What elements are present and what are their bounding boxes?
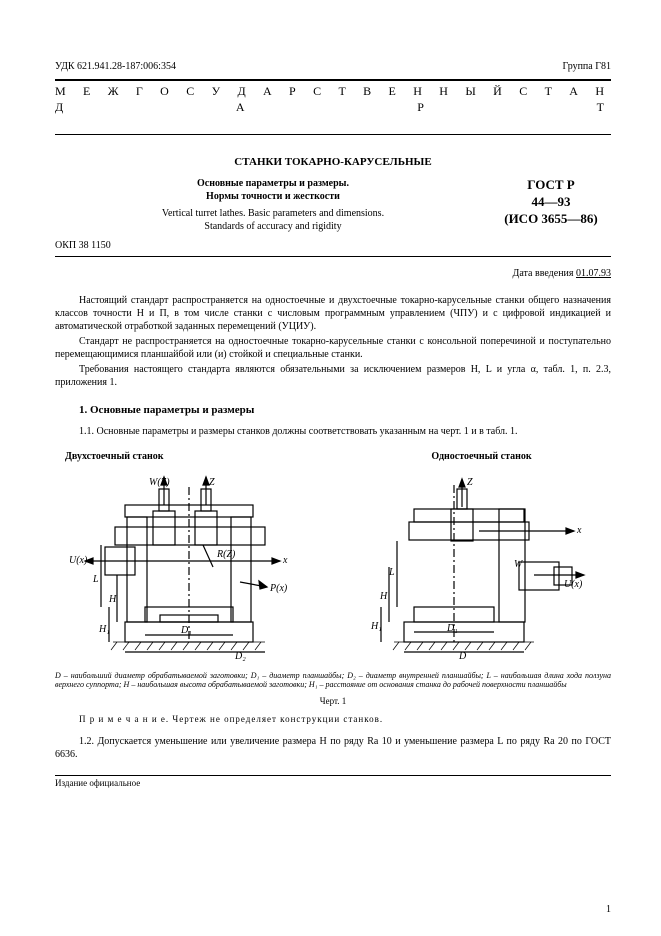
svg-text:Z: Z xyxy=(209,477,215,488)
date-label: Дата введения xyxy=(513,268,574,279)
subtitle-ru-2: Нормы точности и жесткости xyxy=(55,190,491,203)
izdanie-label: Издание официальное xyxy=(55,778,140,790)
figure-note: П р и м е ч а н и е. Чертеж не определяе… xyxy=(55,714,611,726)
main-title: СТАНКИ ТОКАРНО-КАРУСЕЛЬНЫЕ xyxy=(55,155,611,169)
intro-p2: Стандарт не распространяется на одностое… xyxy=(55,335,611,361)
svg-text:L: L xyxy=(92,574,99,585)
svg-text:H: H xyxy=(108,594,117,605)
fig-left-title: Двухстоечный станок xyxy=(55,450,324,463)
svg-text:Z: Z xyxy=(467,477,473,488)
svg-text:W: W xyxy=(514,559,524,570)
gost-line-1: ГОСТ Р xyxy=(491,177,611,194)
figures-row: Двухстоечный станок xyxy=(55,446,611,666)
figure-label: Черт. 1 xyxy=(55,696,611,708)
group-code: Группа Г81 xyxy=(563,60,611,73)
page-number: 1 xyxy=(606,903,611,916)
svg-text:W(Z): W(Z) xyxy=(149,477,170,488)
svg-text:D₂: D₂ xyxy=(234,651,246,662)
subtitle-en-2: Standards of accuracy and rigidity xyxy=(55,220,491,233)
svg-text:H₁: H₁ xyxy=(98,624,110,635)
date-value: 01.07.93 xyxy=(576,268,611,279)
intro-p3: Требования настоящего стандарта являются… xyxy=(55,363,611,389)
intro-p1: Настоящий стандарт распространяется на о… xyxy=(55,294,611,333)
svg-text:D: D xyxy=(458,651,467,662)
udk-code: УДК 621.941.28-187:006:354 xyxy=(55,60,176,73)
figure-legend: D – наибольший диаметр обрабатываемой за… xyxy=(55,671,611,690)
svg-text:x: x xyxy=(282,555,288,566)
svg-text:D₁: D₁ xyxy=(446,623,458,634)
svg-text:U(x): U(x) xyxy=(69,555,88,566)
subtitle-en-1: Vertical turret lathes. Basic parameters… xyxy=(55,207,491,220)
gost-line-2: 44—93 xyxy=(491,194,611,211)
svg-text:P(x): P(x) xyxy=(269,583,288,594)
fig-right-title: Одностоечный станок xyxy=(342,450,611,463)
para-1-1: 1.1. Основные параметры и размеры станко… xyxy=(55,425,611,438)
svg-text:D₁: D₁ xyxy=(180,625,192,636)
divider xyxy=(55,256,611,257)
gost-number: ГОСТ Р 44—93 (ИСО 3655—86) xyxy=(491,177,611,228)
svg-text:H: H xyxy=(379,591,388,602)
svg-text:H₁: H₁ xyxy=(370,621,382,632)
section-1-heading: 1. Основные параметры и размеры xyxy=(55,403,611,417)
subtitle-ru-1: Основные параметры и размеры. xyxy=(55,177,491,190)
banner: М Е Ж Г О С У Д А Р С Т В Е Н Н Ы Й С Т … xyxy=(55,79,611,135)
svg-text:x: x xyxy=(576,525,582,536)
figure-right: W Z x L H H₁ U(x) D₁ D xyxy=(359,467,594,662)
para-1-2: 1.2. Допускается уменьшение или увеличен… xyxy=(55,735,611,761)
figure-left: W(Z) Z U(x) R(Z) x P(x) L H H₁ D₁ D₂ xyxy=(65,467,315,662)
svg-text:L: L xyxy=(388,567,395,578)
effective-date: Дата введения 01.07.93 xyxy=(55,267,611,280)
gost-line-3: (ИСО 3655—86) xyxy=(491,211,611,228)
okp-code: ОКП 38 1150 xyxy=(55,239,611,252)
svg-text:U(x): U(x) xyxy=(564,579,583,590)
svg-text:R(Z): R(Z) xyxy=(216,549,236,560)
footer-rule xyxy=(55,775,611,776)
